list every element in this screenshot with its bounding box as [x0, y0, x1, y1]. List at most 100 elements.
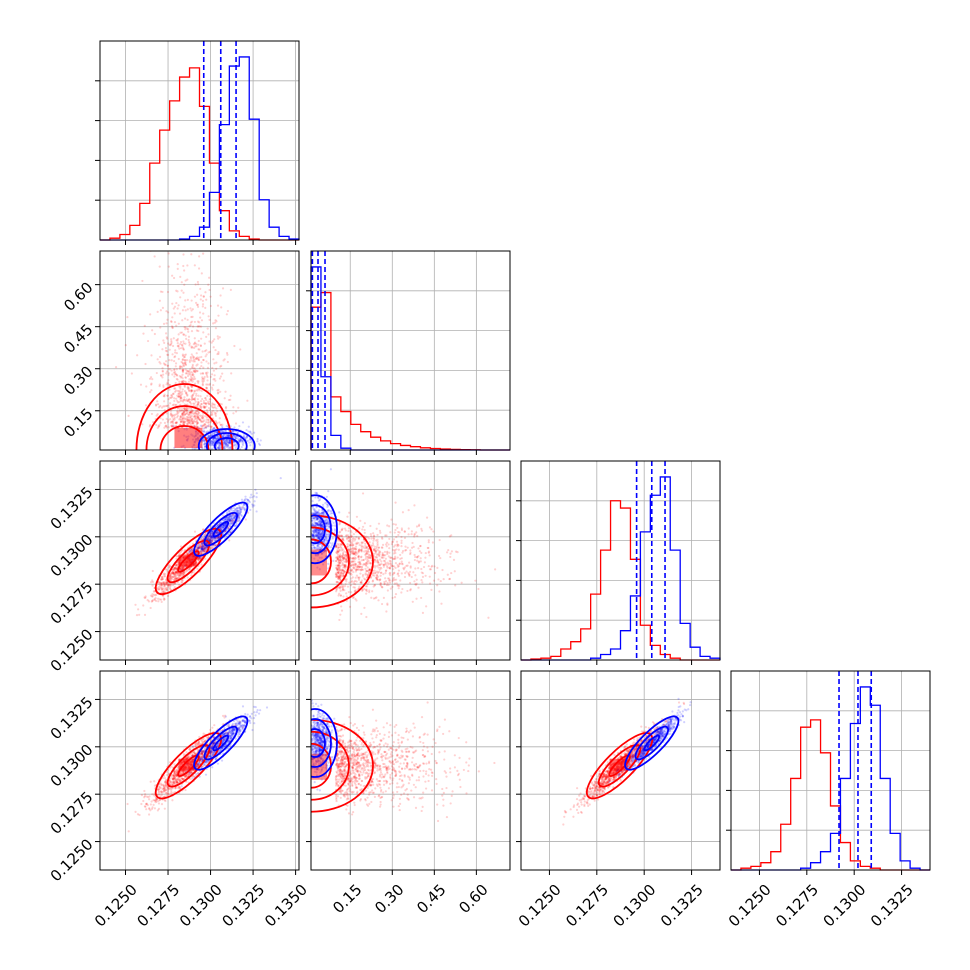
- scatter-point: [371, 580, 374, 583]
- scatter-point: [199, 556, 203, 559]
- scatter-point: [201, 376, 204, 379]
- scatter-point: [347, 535, 350, 539]
- scatter-point: [376, 571, 380, 574]
- scatter-point: [386, 603, 389, 606]
- scatter-point: [247, 430, 250, 433]
- scatter-point: [162, 589, 165, 593]
- scatter-point: [205, 416, 209, 419]
- scatter-point: [179, 415, 182, 419]
- scatter-point: [345, 558, 348, 561]
- scatter-point: [181, 409, 184, 412]
- scatter-point: [173, 371, 177, 374]
- scatter-point: [171, 395, 174, 399]
- scatter-point: [250, 493, 253, 496]
- scatter-point: [174, 572, 177, 576]
- scatter-point: [162, 583, 166, 586]
- scatter-point: [353, 557, 356, 561]
- scatter-point: [194, 301, 198, 304]
- scatter-point: [366, 549, 370, 553]
- scatter-point: [340, 564, 344, 567]
- scatter-point: [211, 437, 215, 441]
- scatter-point: [210, 440, 213, 443]
- scatter-point: [408, 573, 411, 576]
- scatter-point: [344, 559, 348, 562]
- scatter-point: [184, 326, 187, 329]
- scatter-point: [375, 553, 379, 556]
- scatter-point: [190, 379, 193, 382]
- scatter-point: [190, 320, 194, 323]
- scatter-point: [391, 540, 395, 543]
- scatter-point: [375, 527, 378, 530]
- scatter-point: [209, 434, 212, 438]
- scatter-point: [168, 348, 171, 351]
- scatter-point: [167, 373, 170, 377]
- scatter-point: [200, 536, 203, 540]
- scatter-point: [203, 405, 206, 408]
- scatter-point: [175, 389, 178, 392]
- scatter-point: [182, 291, 185, 294]
- scatter-point: [180, 397, 183, 400]
- scatter-point: [229, 522, 232, 525]
- scatter-point: [389, 571, 392, 574]
- scatter-point: [372, 597, 376, 600]
- scatter-point: [173, 414, 176, 417]
- scatter-point: [336, 546, 340, 549]
- scatter-point: [394, 578, 398, 581]
- scatter-point: [352, 550, 355, 554]
- scatter-point: [178, 573, 181, 576]
- scatter-point: [347, 590, 350, 594]
- scatter-point: [225, 313, 228, 316]
- scatter-point: [229, 519, 232, 522]
- scatter-point: [204, 547, 207, 550]
- scatter-point: [255, 510, 258, 513]
- scatter-point: [228, 539, 231, 542]
- scatter-point: [208, 535, 211, 538]
- scatter-point: [190, 411, 193, 414]
- scatter-point: [386, 589, 389, 592]
- scatter-point: [214, 348, 217, 352]
- scatter-point: [195, 389, 198, 392]
- scatter-point: [210, 539, 213, 542]
- scatter-point: [211, 388, 214, 391]
- scatter-point: [360, 568, 364, 571]
- scatter-point: [198, 325, 201, 328]
- scatter-point: [424, 556, 427, 559]
- scatter-point: [194, 377, 197, 380]
- scatter-point: [388, 525, 391, 528]
- scatter-point: [341, 556, 344, 560]
- scatter-point: [442, 578, 445, 581]
- scatter-point: [207, 351, 210, 354]
- scatter-point: [223, 518, 226, 521]
- scatter-point: [382, 596, 385, 599]
- scatter-point: [227, 516, 231, 519]
- scatter-point: [213, 436, 216, 439]
- scatter-point: [194, 382, 197, 385]
- scatter-point: [165, 310, 168, 313]
- scatter-point: [200, 542, 203, 545]
- scatter-point: [189, 379, 193, 382]
- scatter-point: [177, 395, 180, 398]
- scatter-point: [189, 401, 192, 404]
- scatter-point: [436, 566, 439, 569]
- scatter-point: [386, 552, 389, 556]
- scatter-point: [369, 556, 372, 560]
- scatter-point: [194, 358, 197, 361]
- scatter-point: [171, 404, 174, 407]
- scatter-point: [391, 596, 394, 600]
- scatter-point: [352, 544, 355, 547]
- scatter-point: [341, 575, 344, 578]
- scatter-point: [195, 414, 198, 417]
- scatter-point: [171, 576, 174, 579]
- scatter-point: [202, 549, 205, 552]
- scatter-point: [432, 579, 436, 582]
- scatter-point: [427, 550, 431, 553]
- scatter-point: [175, 352, 178, 355]
- scatter-point: [206, 538, 210, 541]
- scatter-point: [200, 426, 204, 429]
- scatter-point: [321, 512, 324, 515]
- scatter-point: [392, 538, 396, 541]
- scatter-point: [190, 389, 194, 392]
- scatter-point: [229, 516, 232, 520]
- scatter-point: [213, 432, 216, 435]
- scatter-point: [181, 361, 184, 364]
